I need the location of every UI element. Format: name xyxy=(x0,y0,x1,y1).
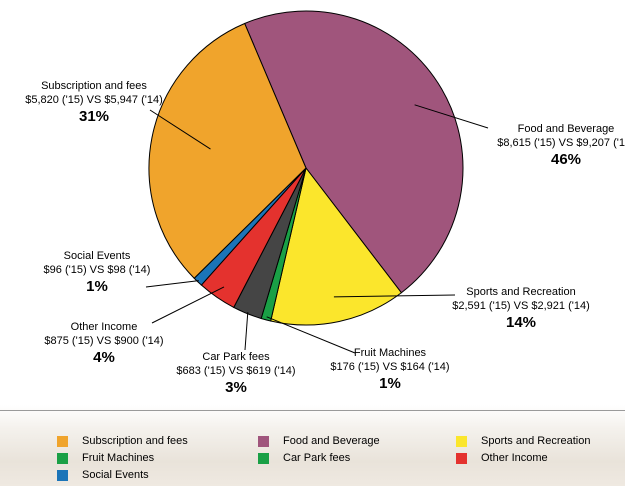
slice-name-label: Sports and Recreation xyxy=(466,286,575,298)
slice-label-sports-and-recreation: Sports and Recreation $2,591 ('15) VS $2,… xyxy=(452,286,590,331)
slice-value-label: $176 ('15) VS $164 ('14) xyxy=(330,361,449,373)
slice-name-label: Social Events xyxy=(64,250,131,262)
legend-swatch xyxy=(57,435,68,447)
legend-label: Food and Beverage xyxy=(283,435,380,447)
slice-label-car-park-fees: Car Park fees $683 ('15) VS $619 ('14) 3% xyxy=(176,351,295,396)
legend-label: Car Park fees xyxy=(283,452,351,464)
leader-line-subscription-and-fees xyxy=(149,109,211,150)
legend-item-carpark: Car Park fees xyxy=(258,452,350,464)
legend-swatch xyxy=(258,435,269,447)
slice-label-social-events: Social Events $96 ('15) VS $98 ('14) 1% xyxy=(44,250,151,295)
leader-line-sports-and-recreation xyxy=(333,294,456,298)
slice-percent-label: 14% xyxy=(506,314,536,331)
legend-item-food: Food and Beverage xyxy=(258,435,380,447)
slice-label-food-and-beverage: Food and Beverage $8,615 ('15) VS $9,207 … xyxy=(497,123,625,168)
slice-label-subscription-and-fees: Subscription and fees $5,820 ('15) VS $5,… xyxy=(25,80,163,125)
legend-item-sports: Sports and Recreation xyxy=(456,435,590,447)
legend-swatch xyxy=(57,452,68,464)
slice-name-label: Food and Beverage xyxy=(518,123,615,135)
slice-label-fruit-machines: Fruit Machines $176 ('15) VS $164 ('14) 1% xyxy=(330,347,449,392)
legend-swatch xyxy=(456,452,467,464)
legend-label: Other Income xyxy=(481,452,548,464)
legend-item-fruit: Fruit Machines xyxy=(57,452,154,464)
slice-percent-label: 31% xyxy=(79,108,109,125)
leader-line-car-park-fees xyxy=(244,312,249,351)
slice-value-label: $875 ('15) VS $900 ('14) xyxy=(44,335,163,347)
slice-value-label: $2,591 ('15) VS $2,921 ('14) xyxy=(452,300,590,312)
pie-slice-subscription-and-fees xyxy=(148,22,307,279)
slice-percent-label: 1% xyxy=(86,278,108,295)
slice-name-label: Car Park fees xyxy=(202,351,270,363)
legend-swatch xyxy=(456,435,467,447)
legend-item-other: Other Income xyxy=(456,452,548,464)
legend-label: Fruit Machines xyxy=(82,452,155,464)
legend-swatch xyxy=(57,469,68,481)
slice-label-other-income: Other Income $875 ('15) VS $900 ('14) 4% xyxy=(44,321,163,366)
leader-line-social-events xyxy=(145,280,199,288)
background-texture xyxy=(0,405,625,486)
pie-chart: Food and Beverage $8,615 ('15) VS $9,207 … xyxy=(25,10,625,396)
legend-swatch xyxy=(258,452,269,464)
slice-percent-label: 3% xyxy=(225,379,247,396)
slice-name-label: Subscription and fees xyxy=(41,80,147,92)
legend-divider xyxy=(0,410,625,411)
legend-item-subscription: Subscription and fees xyxy=(57,435,188,447)
legend-label: Social Events xyxy=(82,469,149,481)
leader-line-other-income xyxy=(151,286,225,324)
slice-value-label: $683 ('15) VS $619 ('14) xyxy=(176,365,295,377)
legend-item-social: Social Events xyxy=(57,469,149,481)
leader-line-fruit-machines xyxy=(266,316,356,354)
slice-value-label: $5,820 ('15) VS $5,947 ('14) xyxy=(25,94,163,106)
slice-percent-label: 4% xyxy=(93,349,115,366)
slice-name-label: Fruit Machines xyxy=(354,347,427,359)
legend-label: Subscription and fees xyxy=(82,435,188,447)
slice-value-label: $8,615 ('15) VS $9,207 ('14) xyxy=(497,137,625,149)
slice-percent-label: 46% xyxy=(551,151,581,168)
slice-name-label: Other Income xyxy=(71,321,138,333)
legend-label: Sports and Recreation xyxy=(481,435,591,447)
slice-percent-label: 1% xyxy=(379,375,401,392)
slice-value-label: $96 ('15) VS $98 ('14) xyxy=(44,264,151,276)
leader-line-food-and-beverage xyxy=(414,104,489,129)
pie-slice-food-and-beverage xyxy=(244,10,464,294)
